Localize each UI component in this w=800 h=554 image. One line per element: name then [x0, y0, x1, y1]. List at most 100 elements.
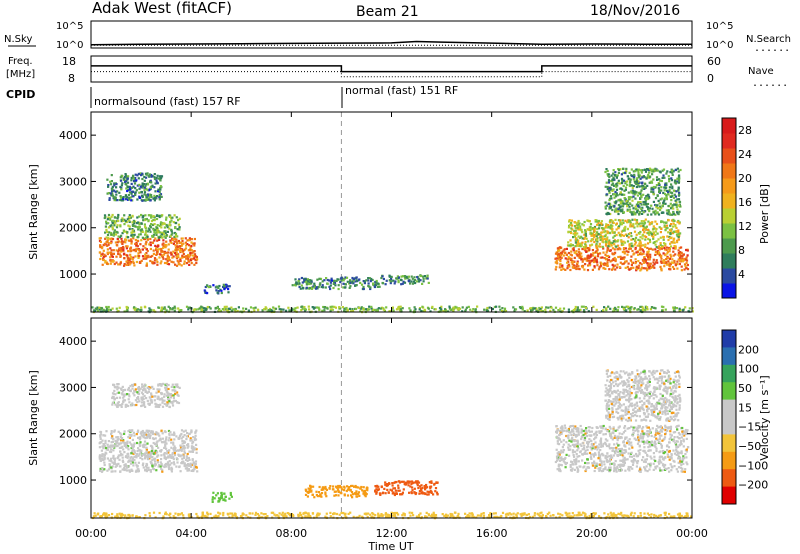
- data-cell: [104, 231, 107, 234]
- data-cell: [614, 258, 617, 261]
- data-cell: [646, 308, 649, 311]
- data-cell: [590, 243, 594, 246]
- data-cell: [614, 195, 618, 198]
- data-cell: [429, 489, 432, 493]
- data-cell: [602, 247, 605, 250]
- data-cell: [186, 243, 189, 246]
- data-cell: [640, 194, 643, 197]
- data-cell: [301, 305, 304, 308]
- data-cell: [148, 387, 151, 390]
- data-cell: [117, 219, 120, 222]
- data-cell: [559, 263, 562, 266]
- data-cell: [607, 245, 610, 248]
- data-cell: [180, 244, 183, 247]
- data-cell: [397, 486, 400, 489]
- data-cell: [105, 220, 108, 223]
- data-cell: [127, 448, 130, 451]
- data-cell: [214, 306, 217, 310]
- data-cell: [160, 454, 163, 457]
- data-cell: [402, 480, 405, 483]
- data-cell: [596, 237, 599, 240]
- data-cell: [591, 254, 594, 257]
- data-cell: [660, 227, 663, 230]
- data-cell: [667, 193, 670, 196]
- data-cell: [638, 452, 641, 455]
- data-cell: [593, 265, 596, 268]
- data-cell: [362, 285, 365, 289]
- data-cell: [157, 245, 160, 248]
- data-cell: [317, 285, 320, 289]
- data-cell: [153, 176, 156, 179]
- data-cell: [660, 268, 663, 271]
- data-cell: [211, 498, 214, 501]
- data-cell: [106, 233, 110, 236]
- data-cell: [144, 214, 147, 217]
- data-cell: [125, 305, 128, 309]
- data-cell: [146, 386, 149, 389]
- data-cell: [399, 305, 402, 308]
- data-cell: [195, 443, 198, 446]
- data-cell: [666, 250, 670, 253]
- data-cell: [134, 255, 137, 258]
- data-cell: [137, 172, 140, 175]
- data-cell: [285, 309, 288, 312]
- data-cell: [413, 309, 416, 312]
- data-cell: [595, 242, 598, 246]
- data-cell: [637, 260, 640, 263]
- data-cell: [325, 277, 328, 280]
- data-cell: [573, 455, 576, 458]
- data-cell: [156, 461, 159, 464]
- data-cell: [149, 310, 152, 313]
- noise-ytick-low-right: 10^0: [706, 40, 733, 51]
- data-cell: [580, 305, 583, 308]
- data-cell: [640, 253, 643, 256]
- data-cell: [188, 255, 191, 258]
- data-cell: [106, 178, 109, 181]
- data-cell: [679, 253, 682, 256]
- data-cell: [599, 467, 602, 470]
- data-cell: [128, 197, 131, 200]
- data-cell: [634, 193, 637, 196]
- data-cell: [413, 276, 416, 279]
- data-cell: [306, 278, 309, 281]
- data-cell: [332, 488, 335, 491]
- data-cell: [626, 208, 629, 211]
- data-cell: [608, 268, 611, 271]
- data-cell: [610, 197, 613, 200]
- data-cell: [642, 228, 645, 232]
- data-cell: [665, 209, 668, 212]
- data-cell: [664, 183, 667, 187]
- data-cell: [566, 258, 569, 261]
- data-cell: [343, 277, 346, 280]
- data-cell: [588, 220, 591, 223]
- data-cell: [636, 250, 639, 253]
- data-cell: [354, 484, 357, 488]
- data-cell: [641, 309, 644, 312]
- data-cell: [633, 243, 636, 246]
- data-cell: [140, 213, 143, 217]
- data-cell: [179, 434, 182, 437]
- data-cell: [594, 452, 597, 455]
- data-cell: [426, 277, 429, 280]
- data-cell: [356, 493, 359, 496]
- data-cell: [114, 470, 117, 473]
- data-cell: [418, 492, 421, 495]
- data-cell: [160, 195, 163, 198]
- data-cell: [183, 464, 186, 467]
- data-cell: [667, 210, 670, 214]
- data-cell: [621, 205, 625, 208]
- data-cell: [135, 243, 138, 246]
- data-cell: [176, 401, 179, 404]
- data-cell: [190, 469, 193, 472]
- data-cell: [117, 454, 120, 457]
- data-cell: [678, 176, 681, 179]
- data-cell: [577, 265, 580, 268]
- data-cell: [111, 221, 114, 224]
- data-cell: [452, 309, 455, 312]
- data-cell: [174, 247, 178, 250]
- data-cell: [583, 257, 586, 260]
- data-cell: [611, 182, 615, 185]
- data-cell: [121, 393, 124, 396]
- data-cell: [449, 308, 452, 311]
- data-cell: [308, 279, 311, 282]
